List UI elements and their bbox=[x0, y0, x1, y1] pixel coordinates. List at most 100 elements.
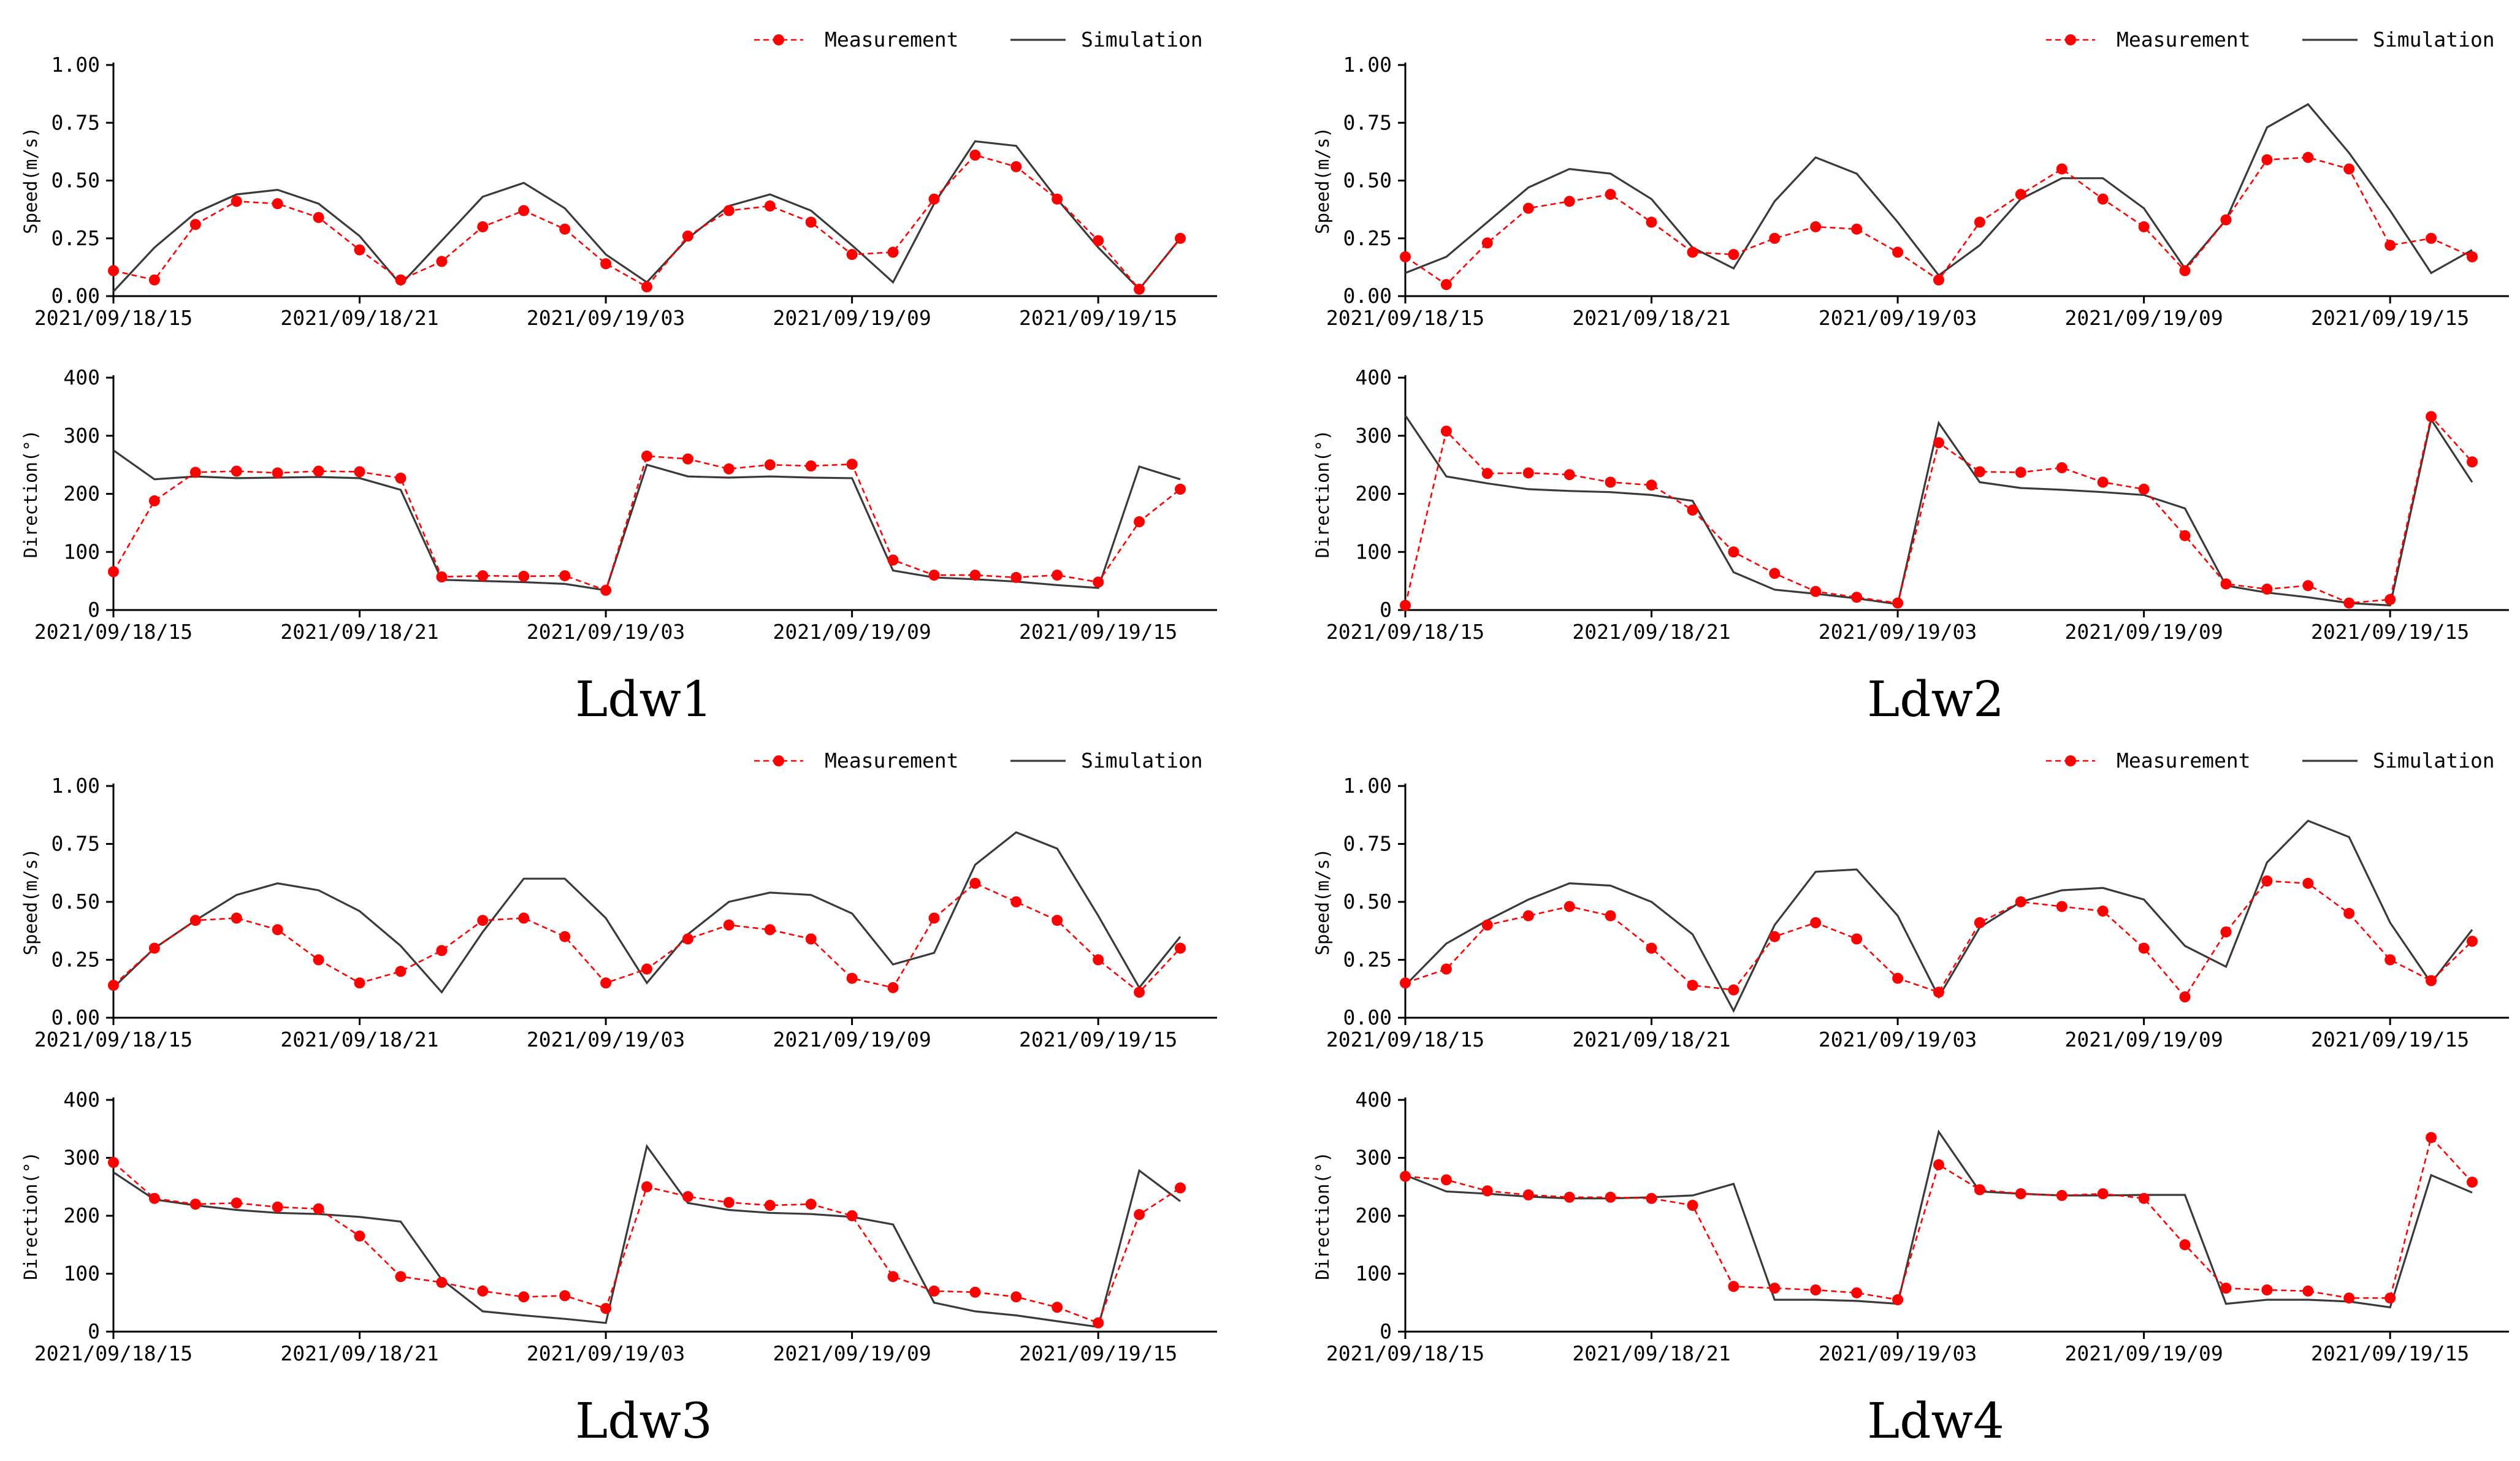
legend-measurement-marker bbox=[2065, 755, 2076, 766]
y-tick-label: 0.00 bbox=[52, 284, 100, 308]
measurement-point bbox=[2179, 530, 2191, 541]
measurement-point bbox=[1851, 1287, 1863, 1299]
measurement-point bbox=[641, 281, 652, 292]
measurement-point bbox=[148, 1192, 160, 1204]
x-tick-label: 2021/09/19/09 bbox=[2064, 1028, 2223, 1051]
measurement-point bbox=[846, 1210, 858, 1221]
x-tick-label: 2021/09/19/09 bbox=[2064, 620, 2223, 644]
measurement-point bbox=[969, 150, 981, 161]
measurement-point bbox=[723, 919, 735, 931]
y-tick-label: 1.00 bbox=[52, 53, 100, 77]
x-tick-label: 2021/09/18/21 bbox=[1572, 306, 1730, 330]
legend-measurement-label: Measurement bbox=[825, 28, 959, 51]
measurement-point bbox=[805, 216, 817, 228]
x-tick-label: 2021/09/18/15 bbox=[34, 306, 193, 330]
legend: Measurement Simulation bbox=[2046, 749, 2495, 772]
measurement-point bbox=[2138, 942, 2150, 954]
measurement-point bbox=[1010, 161, 1022, 172]
measurement-point bbox=[2426, 1132, 2437, 1143]
y-tick-label: 100 bbox=[1355, 1262, 1392, 1286]
direction-axis-title: Direction(°) bbox=[20, 430, 41, 559]
measurement-point bbox=[846, 459, 858, 470]
measurement-point bbox=[2179, 265, 2191, 277]
measurement-line bbox=[1405, 1135, 2473, 1301]
speed-axis-title: Speed(m/s) bbox=[20, 127, 41, 234]
measurement-point bbox=[1605, 910, 1616, 921]
y-tick-label: 400 bbox=[63, 365, 100, 389]
measurement-point bbox=[2056, 901, 2068, 912]
measurement-point bbox=[805, 1199, 817, 1210]
x-tick-label: 2021/09/18/21 bbox=[1572, 1341, 1730, 1365]
measurement-point bbox=[354, 977, 365, 989]
legend: Measurement Simulation bbox=[754, 749, 1203, 772]
measurement-point bbox=[1564, 469, 1575, 481]
measurement-point bbox=[1810, 1284, 1822, 1295]
measurement-point bbox=[1687, 246, 1698, 258]
y-tick-label: 100 bbox=[63, 540, 100, 563]
y-tick-label: 0 bbox=[1380, 598, 1392, 622]
measurement-point bbox=[600, 258, 612, 270]
y-tick-label: 1.00 bbox=[52, 774, 100, 798]
measurement-point bbox=[2343, 1292, 2355, 1304]
measurement-point bbox=[928, 193, 940, 205]
station-label: Ldw3 bbox=[575, 1392, 712, 1449]
x-tick-label: 2021/09/18/15 bbox=[1326, 1341, 1484, 1365]
measurement-point bbox=[1093, 1317, 1104, 1329]
measurement-point bbox=[2138, 1192, 2150, 1204]
measurement-point bbox=[2384, 240, 2396, 251]
measurement-point bbox=[600, 1303, 612, 1314]
measurement-line bbox=[113, 154, 1182, 291]
simulation-line bbox=[1405, 103, 2473, 277]
speed-chart: 0.00 0.25 0.50 0.75 1.00 2021/09/18/15 2021/09… bbox=[1312, 774, 2509, 1051]
measurement-point bbox=[1564, 196, 1575, 207]
x-tick-label: 2021/09/18/21 bbox=[280, 1028, 438, 1051]
x-tick-label: 2021/09/19/03 bbox=[527, 306, 685, 330]
y-tick-label: 200 bbox=[1355, 482, 1392, 506]
x-tick-label: 2021/09/18/15 bbox=[1326, 306, 1484, 330]
measurement-point bbox=[723, 1197, 735, 1208]
y-tick-label: 0.50 bbox=[1343, 890, 1392, 914]
y-tick-label: 0.75 bbox=[1343, 832, 1392, 856]
y-tick-label: 0.25 bbox=[52, 226, 100, 250]
measurement-point bbox=[1134, 516, 1145, 527]
measurement-point bbox=[1093, 954, 1104, 966]
measurement-point bbox=[108, 1157, 119, 1169]
measurement-point bbox=[272, 467, 283, 479]
measurement-point bbox=[723, 463, 735, 475]
measurement-point bbox=[148, 942, 160, 954]
simulation-line bbox=[1404, 414, 2473, 607]
direction-axis-title: Direction(°) bbox=[20, 1151, 41, 1280]
measurement-point bbox=[2179, 991, 2191, 1002]
y-tick-label: 400 bbox=[1355, 365, 1392, 389]
direction-axis-title: Direction(°) bbox=[1312, 430, 1333, 559]
measurement-point bbox=[764, 200, 776, 212]
measurement-point bbox=[231, 196, 242, 207]
panel-ldw4: Measurement Simulation 0.00 0.25 0.50 0.75 1.0… bbox=[1312, 749, 2509, 1449]
legend: Measurement Simulation bbox=[2046, 28, 2495, 51]
legend-simulation-label: Simulation bbox=[2373, 28, 2495, 51]
measurement-point bbox=[887, 554, 899, 566]
y-tick-label: 0.75 bbox=[52, 832, 100, 856]
measurement-point bbox=[2015, 1188, 2026, 1200]
x-tick-label: 2021/09/19/09 bbox=[773, 620, 931, 644]
measurement-point bbox=[928, 912, 940, 924]
measurement-point bbox=[1564, 901, 1575, 912]
measurement-point bbox=[1687, 980, 1698, 991]
x-tick-label: 2021/09/18/15 bbox=[34, 1028, 193, 1051]
measurement-point bbox=[1400, 977, 1411, 989]
x-tick-label: 2021/09/18/21 bbox=[1572, 620, 1730, 644]
measurement-point bbox=[2384, 1292, 2396, 1304]
direction-chart: 0 100 200 300 400 2021/09/18/15 2021/09/18/21 2… bbox=[20, 1088, 1217, 1365]
y-tick-label: 0.25 bbox=[1343, 226, 1392, 250]
measurement-point bbox=[477, 915, 489, 926]
measurement-point bbox=[354, 1230, 365, 1242]
measurement-point bbox=[2138, 221, 2150, 232]
measurement-point bbox=[1687, 1200, 1698, 1211]
y-tick-label: 0.25 bbox=[1343, 948, 1392, 972]
measurement-point bbox=[600, 584, 612, 596]
measurement-point bbox=[1134, 1209, 1145, 1221]
measurement-point bbox=[1728, 249, 1739, 261]
measurement-point bbox=[1892, 1294, 1904, 1305]
measurement-point bbox=[2302, 580, 2314, 592]
